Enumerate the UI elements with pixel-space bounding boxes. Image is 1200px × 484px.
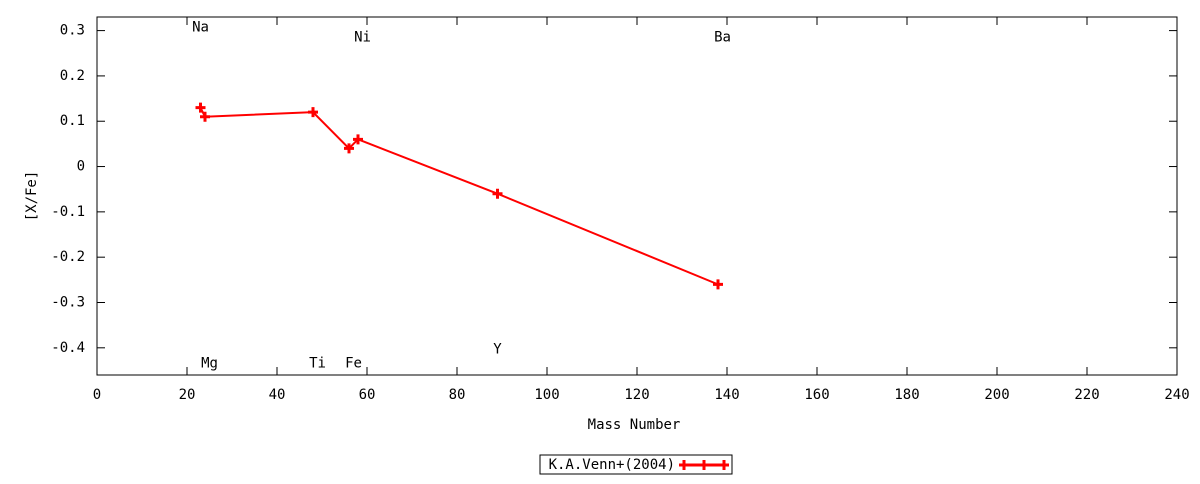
annotation: Ni — [354, 29, 371, 45]
series-line — [199, 107, 719, 286]
annotation: Ti — [309, 356, 326, 372]
x-tick-label: 100 — [534, 387, 559, 403]
y-tick-label: 0.1 — [60, 113, 85, 129]
x-tick-label: 240 — [1164, 387, 1189, 403]
x-tick-label: 180 — [894, 387, 919, 403]
annotation: Y — [493, 342, 502, 358]
x-tick-label: 20 — [179, 387, 196, 403]
x-tick-label: 40 — [269, 387, 286, 403]
y-tick-label: 0 — [77, 159, 85, 175]
legend-label: K.A.Venn+(2004) — [549, 457, 675, 473]
annotation: Ba — [714, 29, 731, 45]
x-tick-label: 80 — [449, 387, 466, 403]
x-tick-label: 160 — [804, 387, 829, 403]
point-marker — [200, 111, 210, 122]
legend-marker — [719, 460, 729, 470]
plot-frame — [96, 16, 1178, 376]
point-marker — [344, 143, 354, 154]
y-axis-label: [X/Fe] — [24, 171, 40, 222]
y-tick-label: -0.4 — [51, 340, 85, 356]
point-marker — [713, 279, 723, 290]
point-marker — [308, 107, 318, 118]
x-tick-label: 0 — [93, 387, 101, 403]
y-tick-label: -0.3 — [51, 294, 85, 310]
x-tick-label: 60 — [359, 387, 376, 403]
x-tick-label: 120 — [624, 387, 649, 403]
annotation: Fe — [345, 356, 362, 372]
legend-box — [539, 454, 733, 475]
y-tick-label: -0.2 — [51, 249, 85, 265]
legend-marker — [679, 460, 689, 470]
x-tick-label: 140 — [714, 387, 739, 403]
point-marker — [353, 134, 363, 145]
annotation: Na — [192, 19, 209, 35]
x-axis-label: Mass Number — [588, 417, 681, 433]
y-tick-label: 0.2 — [60, 68, 85, 84]
point-marker — [195, 102, 206, 113]
y-tick-label: 0.3 — [60, 23, 85, 39]
point-marker — [492, 188, 503, 199]
x-tick-label: 200 — [984, 387, 1009, 403]
legend-marker — [699, 460, 709, 470]
y-tick-label: -0.1 — [51, 204, 85, 220]
x-tick-label: 220 — [1074, 387, 1099, 403]
annotation: Mg — [201, 356, 218, 372]
